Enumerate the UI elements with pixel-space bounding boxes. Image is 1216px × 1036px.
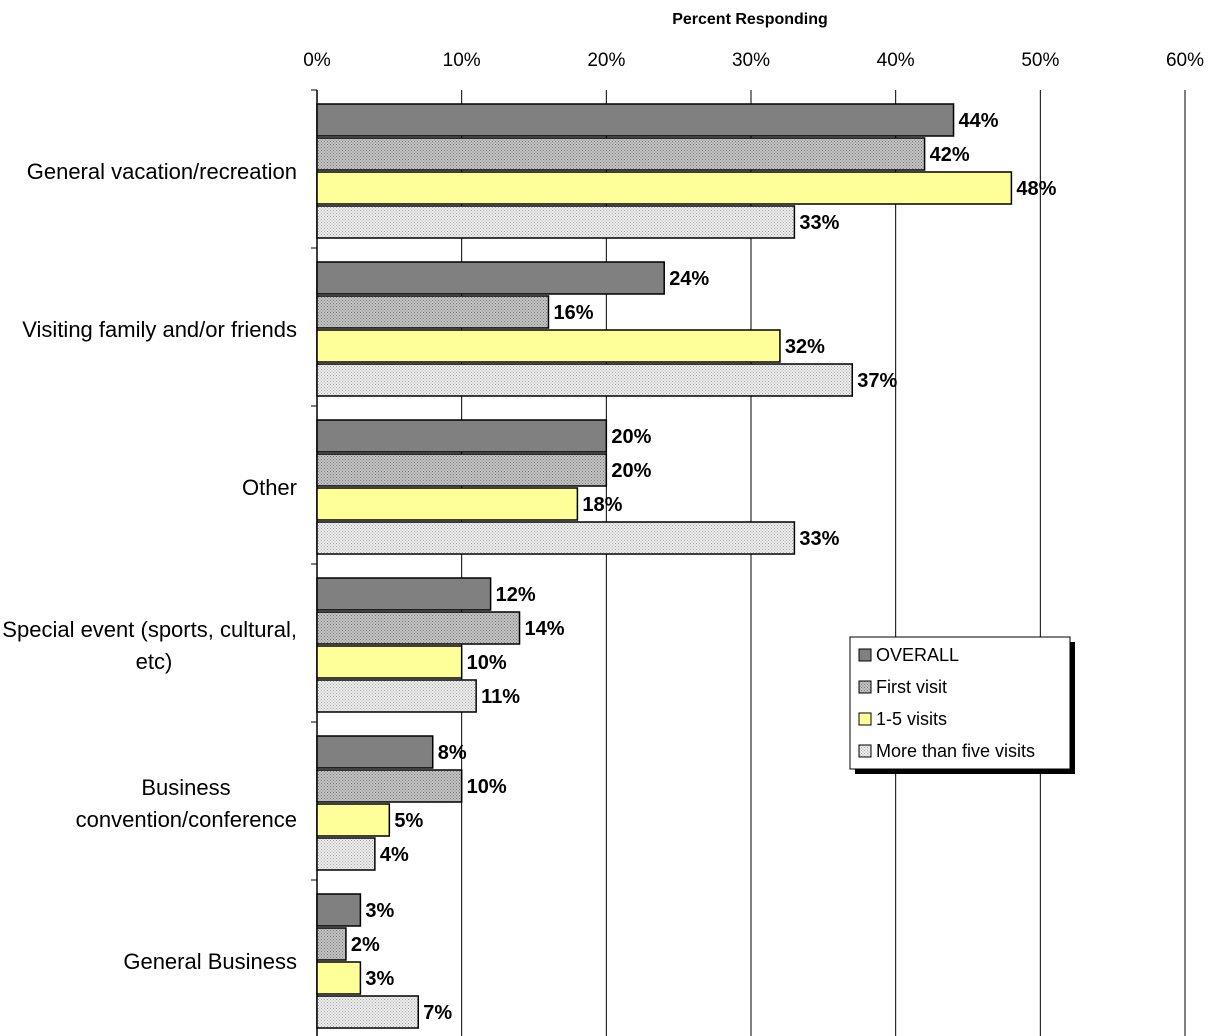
category-label: Special event (sports, cultural, <box>2 617 297 642</box>
category-label: etc) <box>136 649 173 674</box>
bar <box>316 837 376 871</box>
legend-swatch <box>858 712 872 726</box>
data-label: 37% <box>857 370 897 392</box>
bar <box>316 577 492 611</box>
data-label: 33% <box>799 528 839 550</box>
data-label: 14% <box>525 618 565 640</box>
data-label: 20% <box>611 426 651 448</box>
legend-swatch <box>858 648 872 662</box>
data-label: 44% <box>959 110 999 132</box>
data-label: 20% <box>611 460 651 482</box>
category-label: convention/conference <box>76 807 297 832</box>
x-tick-label: 0% <box>303 50 331 71</box>
legend-label: First visit <box>876 677 947 697</box>
data-label: 3% <box>365 968 394 990</box>
data-label: 33% <box>799 212 839 234</box>
x-tick-label: 60% <box>1166 50 1204 71</box>
data-label: 3% <box>365 900 394 922</box>
data-label: 24% <box>669 268 709 290</box>
data-label: 4% <box>380 844 409 866</box>
bar <box>316 521 796 555</box>
legend-label: 1-5 visits <box>876 709 947 729</box>
bar <box>316 363 854 397</box>
data-label: 10% <box>467 652 507 674</box>
data-label: 10% <box>467 776 507 798</box>
bar <box>316 295 550 329</box>
data-label: 48% <box>1016 178 1056 200</box>
x-tick-label: 50% <box>1021 50 1059 71</box>
bar <box>316 453 608 487</box>
category-label: General Business <box>123 949 297 974</box>
bar <box>316 205 796 239</box>
legend-swatch <box>858 744 872 758</box>
x-tick-label: 20% <box>587 50 625 71</box>
data-label: 32% <box>785 336 825 358</box>
bar <box>316 645 463 679</box>
data-label: 18% <box>582 494 622 516</box>
bar <box>316 769 463 803</box>
legend-label: More than five visits <box>876 741 1035 761</box>
x-tick-label: 40% <box>877 50 915 71</box>
data-label: 2% <box>351 934 380 956</box>
bar <box>316 171 1013 205</box>
category-labels: General vacation/recreation Visiting fami… <box>2 159 297 974</box>
x-axis-title: Percent Responding <box>672 11 828 28</box>
category-label: Visiting family and/or friends <box>22 317 297 342</box>
data-label: 12% <box>496 584 536 606</box>
legend-swatch <box>858 680 872 694</box>
legend-box <box>849 636 1071 770</box>
x-tick-label: 10% <box>443 50 481 71</box>
bar <box>316 893 362 927</box>
data-label: 11% <box>481 686 520 708</box>
x-axis-ticks: 0% 10% 20% 30% 40% 50% 60% <box>303 50 1204 71</box>
data-label: 42% <box>930 144 970 166</box>
bar <box>316 679 477 713</box>
bar <box>316 611 521 645</box>
category-label: Business <box>141 775 230 800</box>
legend-label: OVERALL <box>876 645 959 665</box>
data-label: 7% <box>423 1002 452 1024</box>
bars: 44% 42% 48% 33% 24% 16% 32% 37% 20% 20% 18% 33% 12% 1… <box>316 103 1057 1029</box>
bar <box>316 995 420 1029</box>
bar <box>316 103 955 137</box>
x-tick-label: 30% <box>732 50 770 71</box>
data-label: 16% <box>553 302 593 324</box>
category-label: General vacation/recreation <box>27 159 297 184</box>
bar <box>316 961 362 995</box>
bar <box>316 487 579 521</box>
legend: OVERALL First visit 1-5 visits More than fi… <box>849 636 1075 774</box>
data-label: 5% <box>394 810 423 832</box>
bar <box>316 803 391 837</box>
bar <box>316 261 665 295</box>
grid-lines <box>311 89 1186 1036</box>
category-label: Other <box>242 475 297 500</box>
bar <box>316 329 781 363</box>
data-label: 8% <box>438 742 467 764</box>
bar <box>316 927 347 961</box>
bar <box>316 735 434 769</box>
bar <box>316 137 926 171</box>
bar <box>316 419 608 453</box>
